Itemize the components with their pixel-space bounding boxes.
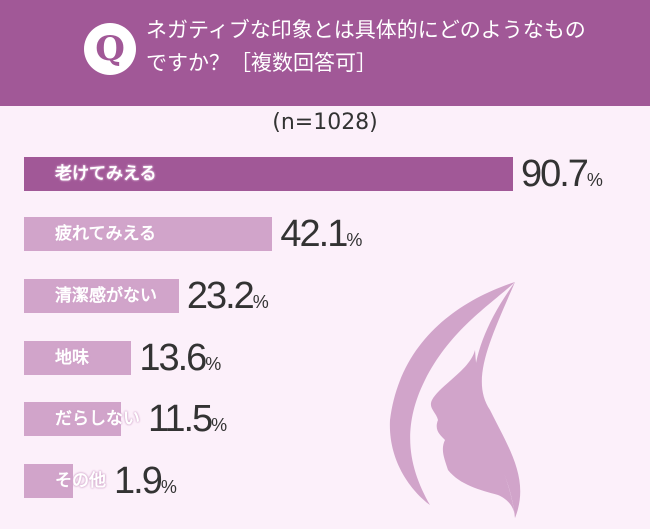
value-number: 1.9: [114, 460, 163, 502]
value-number: 23.2: [186, 275, 255, 317]
bar-label: だらしない: [55, 409, 140, 429]
question-text: ネガティブな印象とは具体的にどのようなものですか？［複数回答可］: [146, 18, 586, 75]
bar: [24, 341, 132, 375]
bar-label: 疲れてみえる: [55, 224, 156, 244]
value-label: 13.6%: [139, 338, 221, 378]
bar: [24, 464, 74, 498]
value-unit: %: [586, 170, 603, 190]
bar-label: 老けてみえる: [55, 164, 157, 184]
q-icon: Q: [84, 23, 136, 75]
value-unit: %: [160, 477, 177, 497]
bar: [24, 157, 513, 191]
value-unit: %: [211, 415, 228, 435]
bar: [24, 279, 179, 313]
bar-label: 清潔感がない: [55, 286, 157, 306]
bar: [24, 402, 121, 436]
sample-size: (n=1028): [272, 110, 378, 135]
bar-label: 地味: [55, 348, 89, 368]
value-unit: %: [346, 230, 363, 250]
bar: [24, 217, 273, 251]
value-label: 11.5%: [148, 399, 227, 439]
value-number: 90.7: [520, 153, 589, 195]
bar-label: その他: [55, 471, 106, 491]
value-label: 90.7%: [521, 154, 603, 194]
value-unit: %: [252, 292, 269, 312]
value-label: 23.2%: [187, 276, 269, 316]
value-number: 11.5: [148, 398, 213, 440]
value-number: 13.6: [139, 337, 207, 379]
value-number: 42.1: [280, 213, 348, 255]
value-label: 42.1%: [280, 214, 362, 254]
value-label: 1.9%: [114, 461, 177, 501]
woman-profile-illustration: [389, 282, 521, 518]
question-header: Q ネガティブな印象とは具体的にどのようなものですか？［複数回答可］: [0, 0, 650, 106]
value-unit: %: [205, 354, 222, 374]
